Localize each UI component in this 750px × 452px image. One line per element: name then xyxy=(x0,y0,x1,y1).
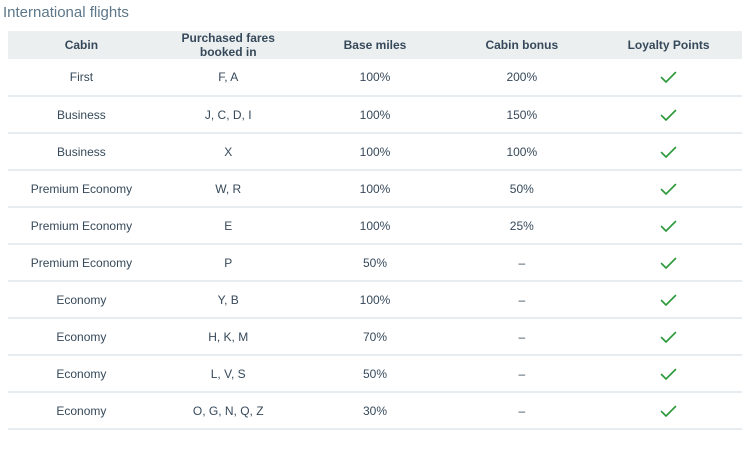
cell-cabin: Economy xyxy=(8,281,155,319)
fares-table: Cabin Purchased fares booked in Base mil… xyxy=(8,31,742,430)
cell-loyalty-points xyxy=(595,355,742,393)
check-icon xyxy=(660,257,677,270)
check-icon xyxy=(660,368,677,381)
table-header: Cabin Purchased fares booked in Base mil… xyxy=(8,31,742,59)
cell-loyalty-points xyxy=(595,170,742,208)
table-row: Premium Economy P 50% – xyxy=(8,244,742,282)
cell-cabin-bonus: 150% xyxy=(448,96,596,134)
check-icon xyxy=(660,146,677,159)
column-header-cabin-bonus: Cabin bonus xyxy=(448,31,596,59)
check-icon xyxy=(660,294,677,307)
cell-base-miles: 100% xyxy=(301,207,449,245)
cell-purchased-fares: O, G, N, Q, Z xyxy=(154,392,302,430)
cell-base-miles: 50% xyxy=(301,355,449,393)
cell-cabin-bonus: – xyxy=(448,244,596,282)
cell-cabin: Economy xyxy=(8,355,155,393)
check-icon xyxy=(660,405,677,418)
cell-cabin-bonus: 25% xyxy=(448,207,596,245)
cell-cabin: Economy xyxy=(8,318,155,356)
cell-base-miles: 100% xyxy=(301,170,449,208)
table-header-row: Cabin Purchased fares booked in Base mil… xyxy=(8,31,742,59)
cell-cabin-bonus: – xyxy=(448,355,596,393)
cell-purchased-fares: Y, B xyxy=(154,281,302,319)
cell-purchased-fares: H, K, M xyxy=(154,318,302,356)
cell-cabin: First xyxy=(8,59,155,97)
cell-loyalty-points xyxy=(595,318,742,356)
cell-purchased-fares: X xyxy=(154,133,302,171)
cell-loyalty-points xyxy=(595,96,742,134)
table-row: Premium Economy W, R 100% 50% xyxy=(8,170,742,208)
column-header-base-miles: Base miles xyxy=(301,31,449,59)
check-icon xyxy=(660,183,677,196)
cell-base-miles: 100% xyxy=(301,59,449,97)
cell-base-miles: 100% xyxy=(301,133,449,171)
cell-cabin: Premium Economy xyxy=(8,170,155,208)
cell-base-miles: 30% xyxy=(301,392,449,430)
cell-cabin: Economy xyxy=(8,392,155,430)
check-icon xyxy=(660,220,677,233)
cell-loyalty-points xyxy=(595,281,742,319)
cell-base-miles: 100% xyxy=(301,281,449,319)
cell-loyalty-points xyxy=(595,244,742,282)
cell-purchased-fares: J, C, D, I xyxy=(154,96,302,134)
table-row: Economy Y, B 100% – xyxy=(8,281,742,319)
cell-loyalty-points xyxy=(595,392,742,430)
table-row: Economy L, V, S 50% – xyxy=(8,355,742,393)
cell-loyalty-points xyxy=(595,59,742,97)
page-title: International flights xyxy=(3,4,129,21)
table-row: Business J, C, D, I 100% 150% xyxy=(8,96,742,134)
cell-purchased-fares: P xyxy=(154,244,302,282)
cell-cabin: Business xyxy=(8,133,155,171)
table-row: Economy O, G, N, Q, Z 30% – xyxy=(8,392,742,430)
cell-base-miles: 50% xyxy=(301,244,449,282)
table-row: Premium Economy E 100% 25% xyxy=(8,207,742,245)
cell-base-miles: 100% xyxy=(301,96,449,134)
check-icon xyxy=(660,109,677,122)
table-row: Business X 100% 100% xyxy=(8,133,742,171)
table-row: First F, A 100% 200% xyxy=(8,59,742,97)
international-flights-section: International flights Cabin Purchased fa… xyxy=(3,4,742,430)
cell-cabin-bonus: – xyxy=(448,318,596,356)
column-header-cabin: Cabin xyxy=(8,31,155,59)
cell-cabin: Premium Economy xyxy=(8,207,155,245)
cell-purchased-fares: L, V, S xyxy=(154,355,302,393)
cell-base-miles: 70% xyxy=(301,318,449,356)
cell-cabin-bonus: 100% xyxy=(448,133,596,171)
cell-loyalty-points xyxy=(595,133,742,171)
cell-cabin-bonus: – xyxy=(448,281,596,319)
cell-loyalty-points xyxy=(595,207,742,245)
cell-cabin-bonus: 200% xyxy=(448,59,596,97)
cell-purchased-fares: W, R xyxy=(154,170,302,208)
cell-purchased-fares: E xyxy=(154,207,302,245)
cell-cabin-bonus: – xyxy=(448,392,596,430)
cell-cabin-bonus: 50% xyxy=(448,170,596,208)
cell-cabin: Premium Economy xyxy=(8,244,155,282)
column-header-purchased-fares: Purchased fares booked in xyxy=(154,31,302,59)
table-row: Economy H, K, M 70% – xyxy=(8,318,742,356)
check-icon xyxy=(660,331,677,344)
column-header-loyalty-points: Loyalty Points xyxy=(595,31,742,59)
cell-cabin: Business xyxy=(8,96,155,134)
table-body: First F, A 100% 200% Business J, C, D, I… xyxy=(8,59,742,430)
check-icon xyxy=(660,71,677,84)
cell-purchased-fares: F, A xyxy=(154,59,302,97)
